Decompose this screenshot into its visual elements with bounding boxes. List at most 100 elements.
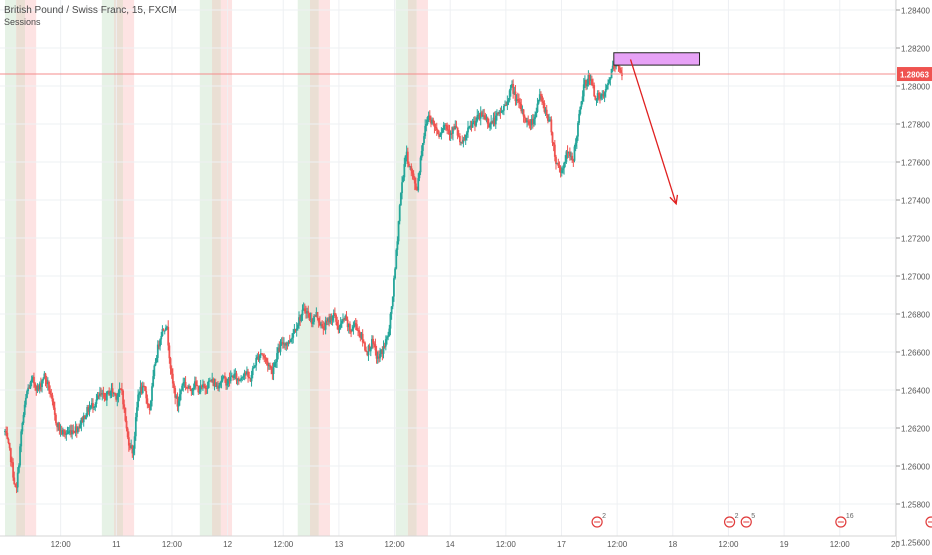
candle-up [301,309,304,316]
resistance-zone-rectangle[interactable] [613,52,701,66]
candle-down [558,165,561,168]
candle-up [246,371,248,375]
y-tick-label: 1.25800 [901,501,930,510]
candle-up [417,178,420,191]
candle-up [19,446,21,466]
candle-up [191,388,194,391]
candle-up [387,336,390,338]
candle-down [373,343,376,345]
candle-down [505,105,508,107]
candle-down [225,378,227,386]
candle-up [99,393,101,396]
candle-down [333,313,336,315]
events-layer[interactable]: 2 2 5 16 [591,513,932,528]
candle-down [410,166,413,172]
candle-down [545,109,548,115]
candle-down [593,85,596,97]
candle-up [351,328,354,332]
candle-up [549,119,552,121]
candle-up [388,328,391,337]
x-tick-label: 11 [112,540,121,549]
projection-arrow-line[interactable] [629,59,677,204]
candle-down [146,398,149,405]
candle-up [420,150,423,158]
candle-down [470,125,473,128]
candle-down [111,388,114,394]
candle-down [212,378,215,386]
session-band-red [318,0,330,536]
candle-down [349,323,351,332]
y-tick-label: 1.26000 [901,463,930,472]
candle-up [382,346,385,354]
candle-up [538,94,541,100]
candle-up [4,430,6,432]
candle-down [354,323,357,325]
candle-up [454,126,457,130]
candle-up [482,115,484,117]
symbol-title: British Pound / Swiss Franc, 15, FXCM [4,5,177,16]
candle-down [523,116,526,118]
candle-down [270,366,273,369]
candle-down [83,415,86,420]
candle-down [6,432,9,439]
candle-up [477,114,480,116]
event-count-label: 5 [751,513,755,520]
candle-up [579,106,582,114]
candle-up [515,99,518,102]
x-tick-label: 12:00 [385,540,406,549]
candle-down [131,445,134,454]
candle-up [492,117,495,123]
drawing-layer[interactable] [0,52,896,206]
candle-down [493,117,496,125]
candle-up [259,353,262,356]
candle-down [104,396,107,401]
candle-up [389,313,392,329]
candle-down [522,109,525,117]
candle-down [480,112,483,117]
candle-up [154,362,157,366]
candle-down [102,393,105,395]
candle-up [476,115,479,121]
candle-up [380,349,383,354]
candle-up [548,120,550,122]
candle-up [403,164,406,178]
candle-down [438,133,440,137]
x-tick-label: 12 [223,540,232,549]
candle-up [562,168,564,171]
candle-up [344,315,347,320]
candle-up [570,155,572,157]
candle-up [401,182,403,194]
candle-down [123,404,126,408]
candle-up [285,342,288,346]
candle-down [572,160,575,162]
candle-down [204,385,207,389]
candle-up [94,403,97,407]
candle-down [543,103,546,112]
candle-down [448,129,451,135]
candle-down [318,322,321,326]
candle-up [29,382,32,389]
candle-up [258,355,261,361]
candle-up [175,396,178,398]
candle-down [124,407,127,421]
candle-up [338,327,341,331]
candle-up [391,296,394,307]
candle-down [148,404,151,411]
candle-down [173,383,175,389]
candle-down [602,94,605,97]
candle-down [599,95,601,99]
candle-down [457,135,460,137]
candle-down [316,311,319,319]
candle-down [310,318,313,324]
candle-down [512,83,515,94]
candle-up [425,124,428,126]
candle-up [496,113,498,116]
candle-up [136,407,138,418]
candle-up [339,323,342,328]
candle-up [426,117,429,125]
candle-up [198,391,201,393]
candle-down [307,311,310,314]
candle-down [614,66,616,68]
